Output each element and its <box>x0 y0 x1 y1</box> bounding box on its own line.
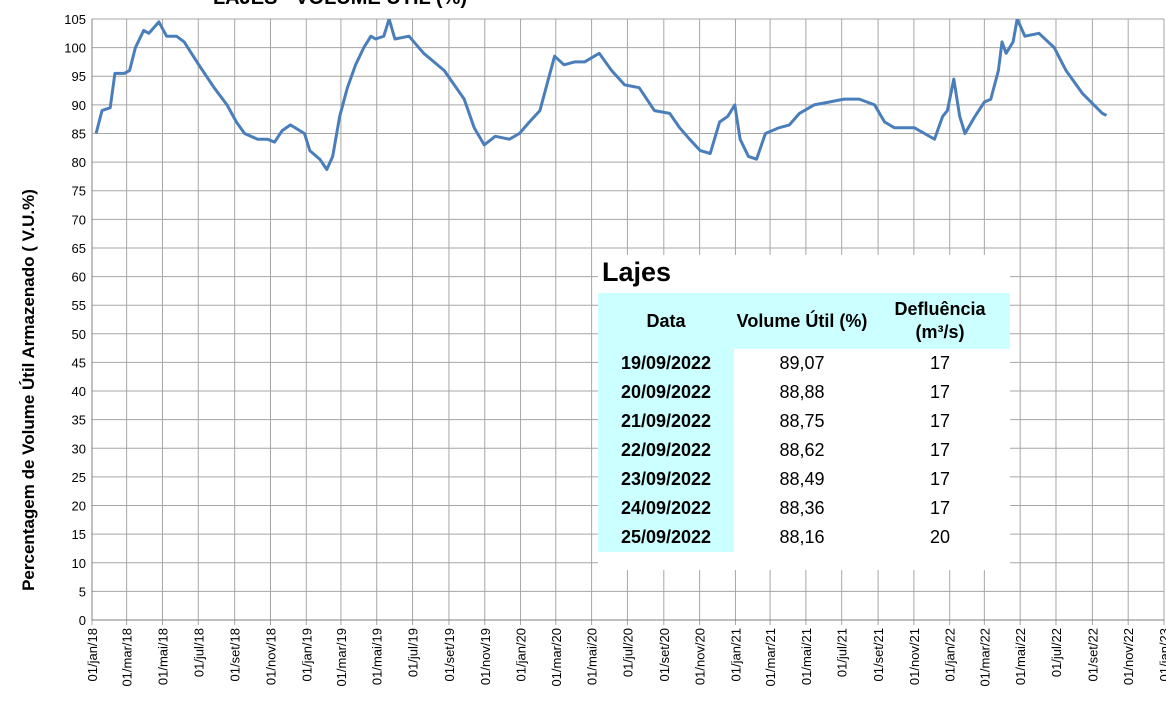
y-tick-label: 40 <box>72 384 86 399</box>
x-tick-label: 01/jan/22 <box>943 628 958 682</box>
x-tick-label: 01/nov/18 <box>263 628 278 685</box>
table-cell: 23/09/2022 <box>598 465 734 494</box>
x-tick-label: 01/mar/18 <box>120 628 135 687</box>
x-tick-label: 01/jul/20 <box>620 628 635 677</box>
x-tick-label: 01/mar/19 <box>334 628 349 687</box>
header-cell: Data <box>598 293 734 349</box>
table-body: 19/09/2022 89,07 17 20/09/2022 88,88 17 21/09/… <box>598 349 1010 552</box>
table-cell: 17 <box>929 353 951 373</box>
y-tick-label: 15 <box>72 527 86 542</box>
table-cell: 89,07 <box>779 353 825 373</box>
x-tick-label: 01/jul/19 <box>406 628 421 677</box>
table-title: Lajes <box>602 257 672 287</box>
table-cell: 88,36 <box>779 498 825 518</box>
y-tick-label: 65 <box>72 241 86 256</box>
x-tick-label: 01/set/18 <box>228 628 243 682</box>
y-tick-label: 105 <box>64 12 86 27</box>
table-row: 21/09/2022 88,75 17 <box>598 407 1010 436</box>
y-tick-label: 95 <box>72 69 86 84</box>
table: Data Volume Útil (%) Defluência (m³/s) 19/… <box>598 293 1010 552</box>
header-cell: Volume Útil (%) <box>734 293 870 349</box>
table-cell: 20/09/2022 <box>598 378 734 407</box>
data-line <box>94 19 1108 171</box>
x-tick-label: 01/set/22 <box>1085 628 1100 682</box>
x-tick-label: 01/jan/21 <box>728 628 743 682</box>
x-tick-label: 01/jan/18 <box>85 628 100 682</box>
y-tick-label: 30 <box>72 441 86 456</box>
y-tick-label: 90 <box>72 98 86 113</box>
x-tick-label: 01/mai/21 <box>799 628 814 685</box>
table-cell: 88,49 <box>779 469 825 489</box>
x-tick-label: 01/nov/21 <box>907 628 922 685</box>
data-table: Lajes Data Volume Útil (%) Defluência (m³/… <box>598 255 1010 570</box>
x-tick-label: 01/nov/20 <box>693 628 708 685</box>
y-tick-label: 100 <box>64 41 86 56</box>
chart-title: LAJES - VOLUME ÚTIL (%) <box>213 0 467 9</box>
table-cell: 88,62 <box>779 440 825 460</box>
table-cell: 17 <box>929 440 951 460</box>
header-row: Data Volume Útil (%) Defluência (m³/s) <box>598 293 1010 349</box>
y-tick-label: 10 <box>72 556 86 571</box>
x-tick-label: 01/jan/23 <box>1157 628 1166 682</box>
x-tick-label: 01/set/21 <box>871 628 886 682</box>
table-cell: 88,88 <box>779 382 825 402</box>
y-tick-label: 25 <box>72 470 86 485</box>
table-cell: 88,75 <box>779 411 825 431</box>
x-tick-label: 01/set/20 <box>657 628 672 682</box>
table-cell: 20 <box>929 527 951 547</box>
y-tick-label: 55 <box>72 298 86 313</box>
x-tick-label: 01/jul/22 <box>1049 628 1064 677</box>
table-cell: 17 <box>929 382 951 402</box>
y-tick-label: 35 <box>72 413 86 428</box>
table-cell: 17 <box>929 411 951 431</box>
y-tick-label: 0 <box>79 613 86 628</box>
x-tick-label: 01/mai/19 <box>370 628 385 685</box>
y-tick-label: 45 <box>72 355 86 370</box>
table-cell: 19/09/2022 <box>598 349 734 378</box>
x-tick-label: 01/mai/20 <box>585 628 600 685</box>
table-cell: 17 <box>929 469 951 489</box>
x-tick-label: 01/nov/19 <box>478 628 493 685</box>
table-cell: 88,16 <box>779 527 825 547</box>
x-tick-label: 01/mai/22 <box>1013 628 1028 685</box>
y-tick-label: 85 <box>72 126 86 141</box>
table-cell: 25/09/2022 <box>598 523 734 552</box>
y-tick-label: 5 <box>79 584 86 599</box>
y-axis-label: Percentagem de Volume Útil Armazenado ( … <box>19 189 38 591</box>
x-tick-label: 01/jul/18 <box>191 628 206 677</box>
x-tick-label: 01/jul/21 <box>835 628 850 677</box>
table-row: 20/09/2022 88,88 17 <box>598 378 1010 407</box>
table-cell: 21/09/2022 <box>598 407 734 436</box>
y-tick-label: 70 <box>72 212 86 227</box>
x-tick-label: 01/mar/20 <box>549 628 564 687</box>
x-tick-label: 01/jan/19 <box>299 628 314 682</box>
table-cell: 22/09/2022 <box>598 436 734 465</box>
table-row: 22/09/2022 88,62 17 <box>598 436 1010 465</box>
table-cell: 24/09/2022 <box>598 494 734 523</box>
y-tick-label: 20 <box>72 499 86 514</box>
x-tick-label: 01/mai/18 <box>155 628 170 685</box>
x-tick-label: 01/nov/22 <box>1121 628 1136 685</box>
y-tick-label: 60 <box>72 270 86 285</box>
y-tick-label: 50 <box>72 327 86 342</box>
y-tick-label: 75 <box>72 184 86 199</box>
header-cell: Defluência (m³/s) <box>870 293 1010 349</box>
table-row: 23/09/2022 88,49 17 <box>598 465 1010 494</box>
table-row: 24/09/2022 88,36 17 <box>598 494 1010 523</box>
table-row: 19/09/2022 89,07 17 <box>598 349 1010 378</box>
x-tick-label: 01/jan/20 <box>514 628 529 682</box>
x-tick-label: 01/mar/22 <box>977 628 992 687</box>
table-row: 25/09/2022 88,16 20 <box>598 523 1010 552</box>
y-tick-label: 80 <box>72 155 86 170</box>
x-tick-label: 01/mar/21 <box>763 628 778 687</box>
table-cell: 17 <box>929 498 951 518</box>
x-tick-label: 01/set/19 <box>442 628 457 682</box>
